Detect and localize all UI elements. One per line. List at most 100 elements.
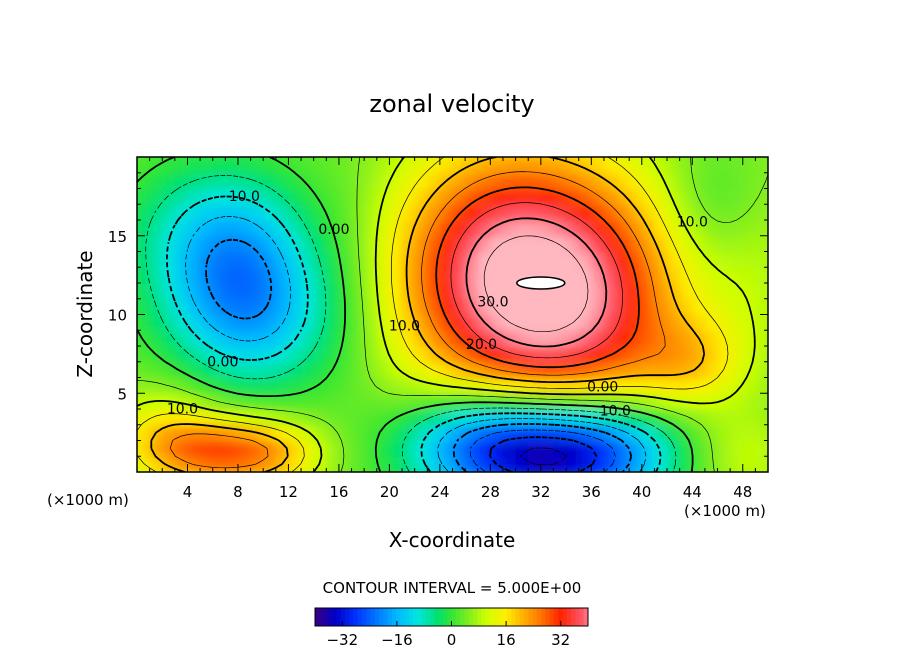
field-cell (389, 440, 403, 458)
y-tick-label: 5 (117, 385, 127, 403)
field-cell (641, 251, 656, 269)
field-cell (540, 157, 555, 159)
field-cell (250, 377, 265, 395)
field-cell (768, 441, 782, 458)
field-cell (768, 378, 782, 395)
field-cell (654, 377, 668, 395)
field-cell (212, 298, 227, 316)
field-cell (225, 220, 239, 237)
field-cell (667, 377, 681, 395)
field-cell (351, 330, 366, 348)
field-cell (603, 283, 618, 300)
field-cell (288, 204, 302, 222)
colorbar-ticks: −32 −16 0 16 32 (326, 621, 570, 649)
field-cell (490, 204, 504, 222)
field-cell (288, 235, 302, 253)
field-cell (200, 172, 214, 190)
field-cell (301, 235, 315, 253)
field-cell (137, 424, 138, 442)
field-cell (768, 393, 782, 410)
field-cell (212, 188, 227, 206)
field-cell (149, 298, 164, 316)
field-cell (187, 251, 202, 269)
field-cell (402, 188, 416, 206)
field-cell (477, 220, 492, 237)
field-cell (313, 188, 328, 206)
field-cell (603, 361, 618, 379)
field-cell (578, 361, 593, 379)
field-cell (376, 440, 391, 458)
field-cell (477, 157, 492, 159)
field-cell (641, 204, 656, 222)
field-cell (351, 440, 366, 458)
colorbar-cell (545, 608, 551, 626)
field-cell (389, 346, 403, 363)
colorbar-cell (425, 608, 431, 626)
field-cell (654, 172, 668, 190)
colorbar-cell (408, 608, 414, 626)
field-cell (301, 267, 315, 285)
field-cell (275, 283, 290, 300)
field-cell (238, 298, 252, 316)
field-cell (641, 298, 656, 316)
field-cell (225, 314, 239, 332)
contour-line (465, 217, 608, 348)
field-cell (654, 220, 668, 237)
colorbar-cell (583, 608, 589, 626)
field-cell (275, 346, 290, 363)
field-cell (465, 235, 479, 253)
field-cell (717, 251, 732, 269)
field-cell (389, 361, 403, 379)
field-cell (414, 157, 429, 159)
field-cell (187, 283, 202, 300)
field-cell (540, 440, 555, 458)
field-cell (452, 188, 467, 206)
field-cell (490, 157, 504, 174)
field-cell (730, 314, 744, 332)
field-cell (755, 456, 768, 472)
field-cell (755, 157, 768, 174)
field-cell (591, 456, 605, 472)
field-cell (704, 346, 719, 363)
field-cell (389, 188, 403, 206)
field-cell (402, 172, 416, 190)
field-cell (503, 157, 517, 174)
field-cell (553, 377, 568, 395)
field-cell (200, 220, 214, 237)
field-cell (477, 251, 492, 269)
contour-line (137, 157, 756, 472)
field-cell (616, 220, 631, 237)
colorbar-cell (575, 608, 580, 626)
field-cell (238, 409, 252, 426)
x-tick-label: 4 (183, 483, 193, 501)
field-cell (528, 330, 542, 348)
field-cell (503, 298, 517, 316)
field-cell (137, 361, 151, 379)
field-cell (768, 236, 782, 253)
field-cell (742, 283, 757, 300)
field-cell (238, 172, 252, 190)
field-cell (667, 298, 681, 316)
field-cell (566, 472, 580, 489)
field-cell (553, 393, 568, 411)
field-cell (641, 157, 656, 174)
field-cell (402, 267, 416, 285)
field-cell (490, 283, 504, 300)
field-cell (528, 251, 542, 269)
field-cell (641, 409, 656, 426)
field-cell (490, 267, 504, 285)
field-cell (326, 251, 340, 269)
field-cell (452, 330, 467, 348)
field-cell (351, 314, 366, 332)
field-cell (755, 361, 768, 379)
field-cell (730, 298, 744, 316)
field-cell (578, 456, 593, 472)
field-cell (402, 204, 416, 222)
field-cell (768, 173, 782, 190)
field-cell (503, 361, 517, 379)
field-cell (200, 157, 214, 159)
field-cell (414, 424, 429, 442)
contour-line (520, 447, 567, 466)
field-cell (275, 393, 290, 411)
field-cell (553, 330, 568, 348)
